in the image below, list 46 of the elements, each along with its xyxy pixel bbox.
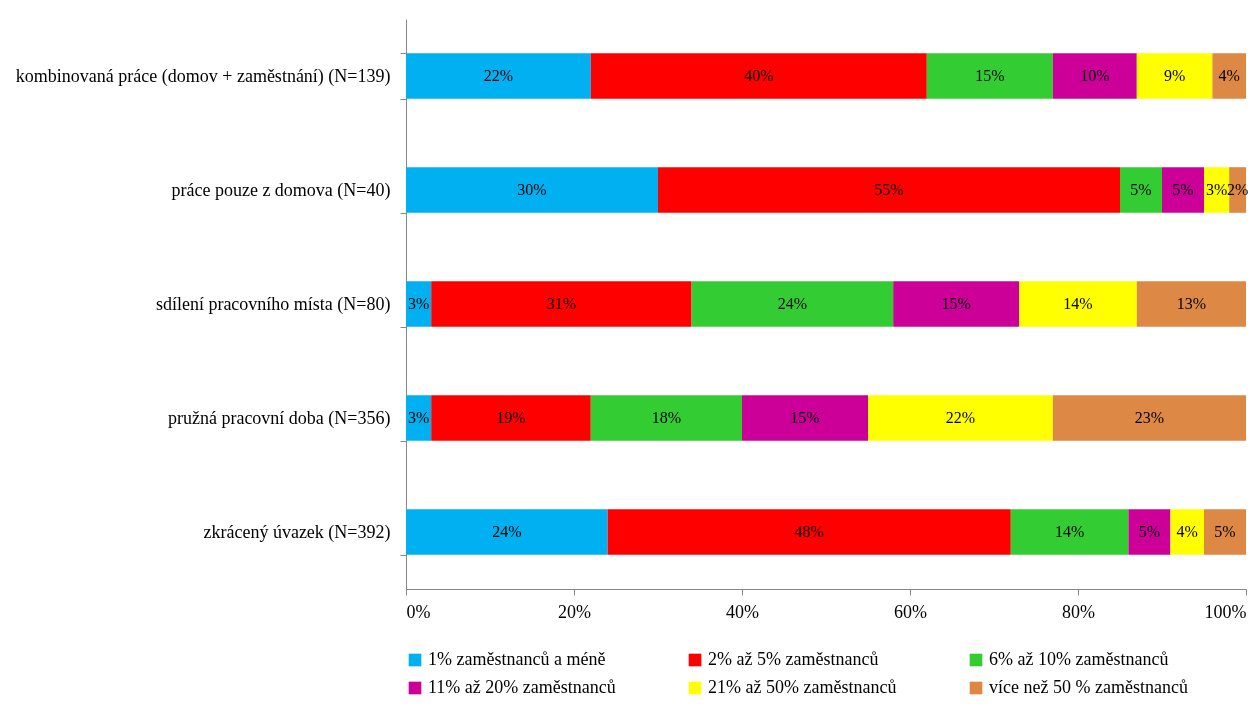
x-tick-label: 80% [1062, 601, 1095, 622]
data-label: 3% [1205, 181, 1228, 198]
x-tick-label: 40% [726, 601, 759, 622]
legend-label: 21% až 50% zaměstnanců [708, 677, 897, 697]
data-label: 48% [794, 523, 824, 540]
data-label: 40% [744, 67, 774, 84]
data-label: 23% [1134, 409, 1165, 426]
data-label: 4% [1176, 523, 1198, 540]
data-label: 5% [1130, 181, 1152, 198]
y-tick-label: pružná pracovní doba (N=356) [167, 407, 391, 429]
legend-label: více než 50 % zaměstnanců [989, 677, 1188, 697]
x-tick-label: 100% [1204, 601, 1247, 622]
y-tick-label: sdílení pracovního místa (N=80) [155, 293, 391, 315]
data-label: 5% [1172, 181, 1194, 198]
y-tick-label: zkrácený úvazek (N=392) [203, 521, 391, 543]
data-label: 10% [1080, 67, 1110, 84]
data-label: 14% [1054, 523, 1085, 540]
data-label: 14% [1063, 295, 1093, 312]
data-label: 22% [483, 67, 514, 84]
data-label: 22% [945, 409, 976, 426]
data-label: 31% [546, 295, 577, 312]
data-label: 24% [492, 523, 522, 540]
data-label: 15% [941, 295, 971, 312]
data-label: 15% [975, 67, 1005, 84]
legend-label: 1% zaměstnanců a méně [428, 649, 606, 669]
data-label: 30% [517, 181, 547, 198]
x-tick-label: 20% [558, 601, 591, 622]
legend-label: 2% až 5% zaměstnanců [708, 649, 879, 669]
data-label: 5% [1214, 523, 1236, 540]
data-label: 18% [651, 409, 682, 426]
data-label: 9% [1163, 67, 1186, 84]
data-label: 55% [874, 181, 904, 198]
data-label: 19% [496, 409, 526, 426]
data-label: 13% [1176, 295, 1207, 312]
data-label: 15% [790, 409, 820, 426]
data-label: 24% [777, 295, 808, 312]
data-label: 3% [407, 409, 430, 426]
y-tick-label: práce pouze z domova (N=40) [171, 179, 391, 201]
x-tick-label: 0% [406, 601, 431, 622]
data-label: 3% [407, 295, 430, 312]
legend-label: 11% až 20% zaměstnanců [428, 677, 616, 697]
x-tick-label: 60% [894, 601, 927, 622]
legend-label: 6% až 10% zaměstnanců [989, 649, 1169, 669]
data-label: 4% [1218, 67, 1240, 84]
data-label: 5% [1138, 523, 1161, 540]
y-tick-label: kombinovaná práce (domov + zaměstnání) (N=139) [15, 65, 391, 87]
